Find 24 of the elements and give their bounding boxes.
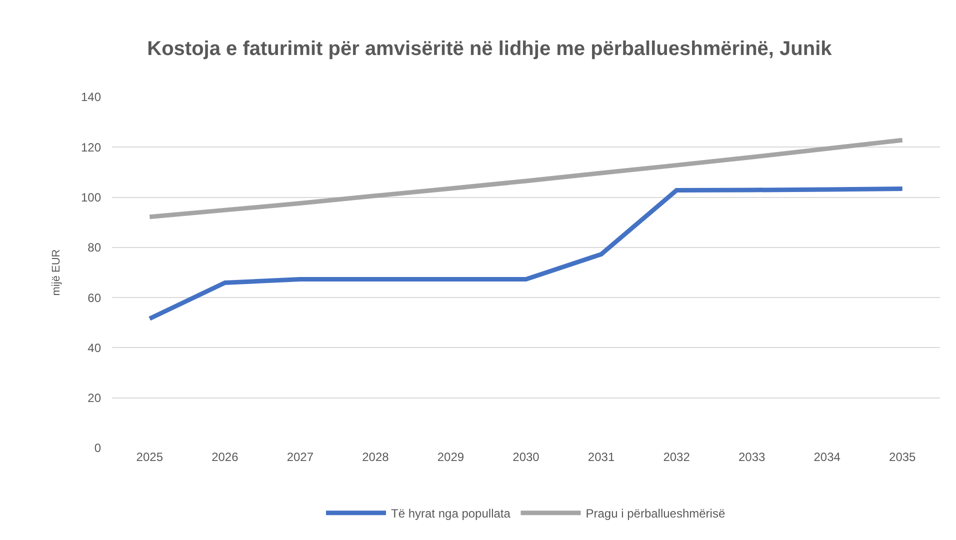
line-series <box>147 138 905 220</box>
x-tick-label: 2025 <box>136 450 164 464</box>
x-tick-label: 2028 <box>362 450 390 464</box>
x-tick-label: 2026 <box>212 450 239 464</box>
chart-title: Kostoja e faturimit për amvisëritë në lidhje me përballueshmërinë, Junik <box>147 38 833 60</box>
x-tick-label: 2030 <box>512 450 540 464</box>
y-tick-label: 40 <box>88 340 102 355</box>
y-tick-label: 100 <box>80 190 102 204</box>
x-tick-label: 2033 <box>738 450 766 464</box>
legend-label: Të hyrat nga popullata <box>391 506 511 521</box>
x-tick-label: 2031 <box>588 450 615 464</box>
x-tick-label: 2029 <box>437 450 464 464</box>
legend-label: Pragu i përballueshmërisë <box>586 506 726 521</box>
x-tick-label: 2032 <box>663 450 690 464</box>
y-tick-label: 0 <box>94 441 102 456</box>
y-axis-title: mijë EUR <box>50 249 63 296</box>
x-tick-label: 2027 <box>286 450 314 464</box>
x-tick-label: 2035 <box>889 450 916 464</box>
y-tick-label: 120 <box>80 140 102 154</box>
y-tick-label: 20 <box>88 391 102 406</box>
x-tick-label: 2034 <box>814 450 841 464</box>
y-tick-label: 60 <box>88 290 102 305</box>
y-tick-label: 140 <box>80 90 102 104</box>
y-tick-label: 80 <box>88 240 102 255</box>
